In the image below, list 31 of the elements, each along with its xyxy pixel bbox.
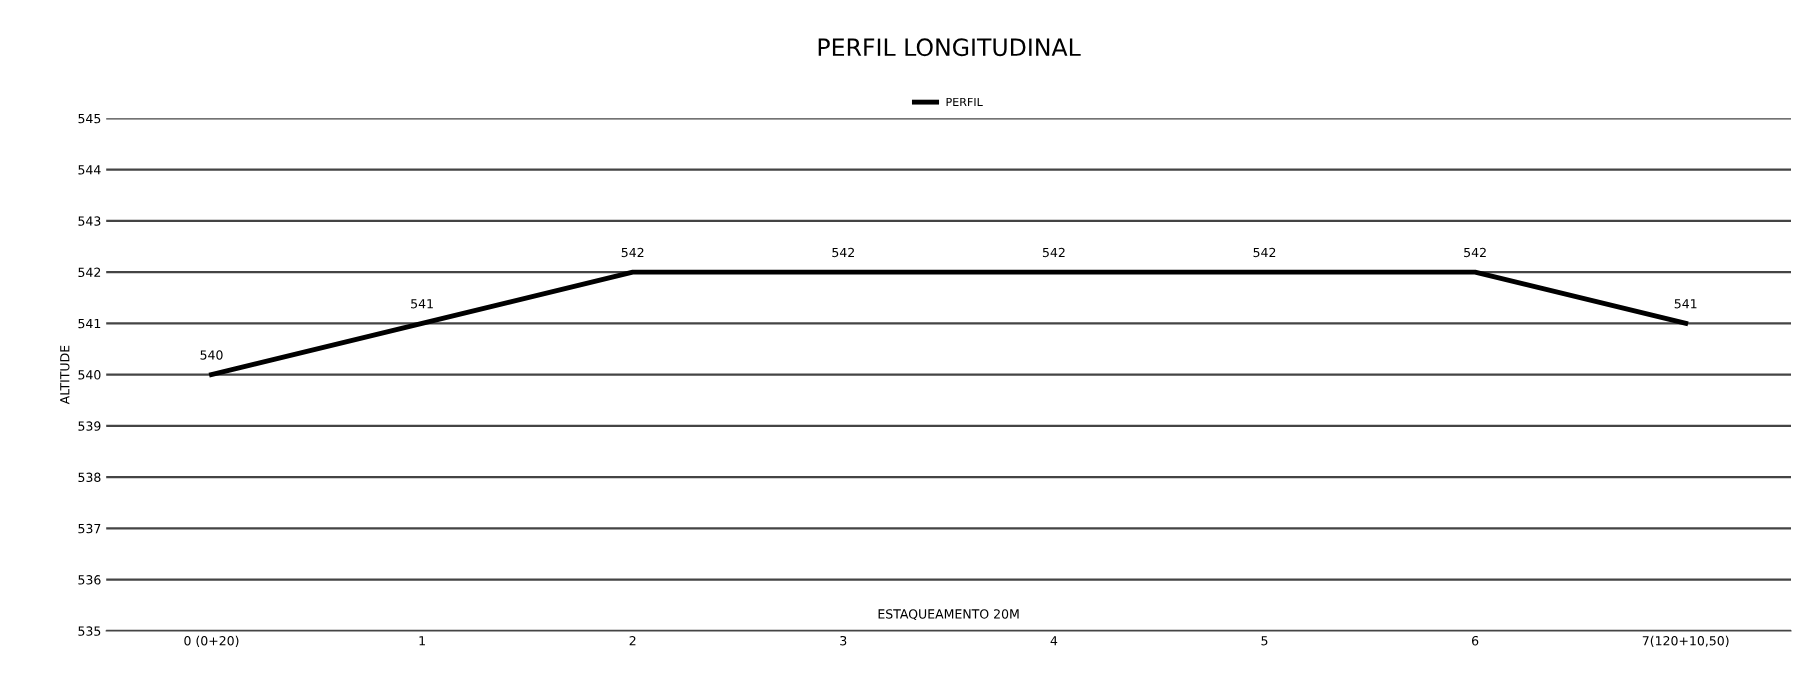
- x-tick-label: 4: [1050, 636, 1058, 646]
- data-label: 542: [1042, 247, 1065, 258]
- y-tick-label: 545: [78, 113, 101, 124]
- y-tick-label: 538: [78, 472, 101, 483]
- y-tick-label: 544: [78, 165, 101, 175]
- data-label: 542: [1464, 247, 1486, 258]
- x-axis-title: ESTAQUEAMENTO 20M: [878, 609, 1019, 621]
- x-tick-label: 2: [629, 635, 636, 646]
- x-tick-label: 3: [840, 635, 847, 646]
- y-tick-label: 541: [78, 319, 101, 329]
- y-tick-label: 539: [78, 421, 101, 431]
- y-tick-label: 535: [78, 626, 101, 636]
- data-label: 540: [200, 350, 223, 360]
- data-label: 541: [411, 299, 433, 309]
- x-tick-label: 5: [1261, 636, 1268, 646]
- y-tick-label: 536: [78, 575, 101, 585]
- x-tick-label: 0 (0+20): [184, 635, 239, 647]
- y-tick-label: 543: [78, 216, 101, 226]
- data-label: 542: [832, 247, 854, 258]
- data-label: 541: [1674, 299, 1697, 309]
- x-tick-label: 6: [1472, 635, 1479, 646]
- legend-label: PERFIL: [946, 97, 983, 107]
- data-label: 542: [1253, 247, 1276, 258]
- y-tick-label: 542: [78, 267, 101, 278]
- chart-title: PERFIL LONGITUDINAL: [818, 38, 1081, 57]
- data-label: 542: [621, 247, 644, 258]
- x-tick-label: 1: [419, 636, 425, 646]
- y-axis-title: ALTITUDE: [60, 345, 70, 405]
- y-tick-label: 537: [78, 523, 101, 534]
- y-tick-label: 540: [78, 370, 101, 380]
- x-tick-label: 7(120+10,50): [1642, 635, 1729, 647]
